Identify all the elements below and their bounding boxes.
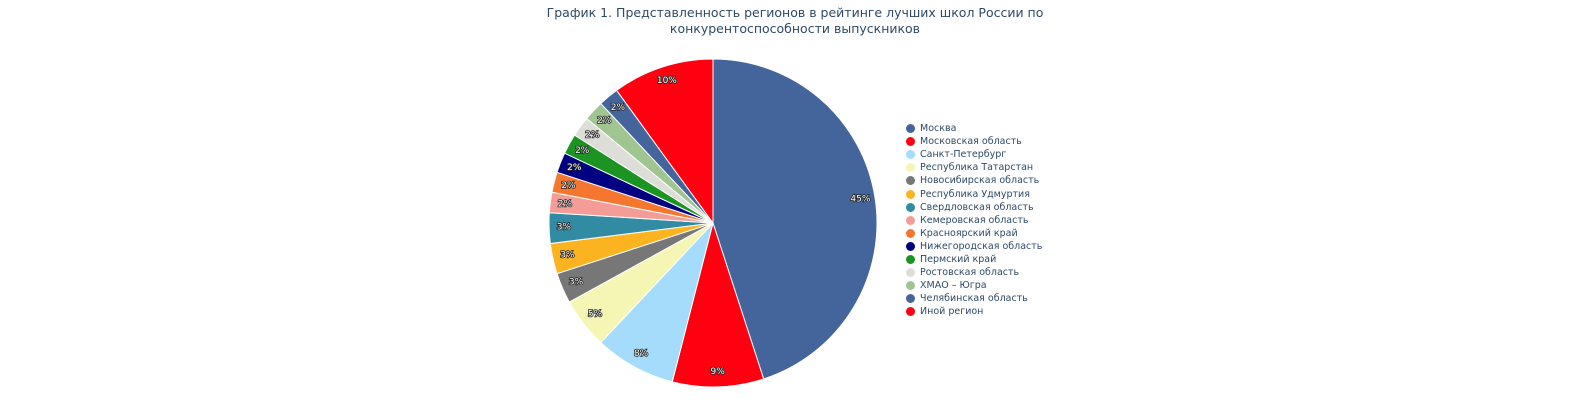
pie-slice [615,58,714,225]
legend-label: Челябинская область [920,293,1028,305]
legend-item[interactable]: Новосибирская область [906,174,1042,187]
legend-label: Свердловская область [920,201,1034,213]
legend-item[interactable]: Нижегородская область [906,240,1042,253]
data-label: 3% [560,251,575,261]
legend-label: Республика Татарстан [920,162,1034,174]
legend-item[interactable]: Московская область [906,135,1042,148]
legend-swatch [906,163,915,173]
pie-slices [548,58,878,388]
legend-swatch [906,189,915,199]
legend-swatch [906,307,915,317]
legend-label: Пермский край [920,253,997,265]
data-label: 2% [597,116,612,126]
legend-swatch [906,215,915,225]
pie-slice [671,221,765,388]
chart-title-line-2: конкурентоспособности выпускников [669,21,921,36]
legend-item[interactable]: Санкт-Петербург [906,148,1042,161]
data-label: 2% [561,181,576,191]
legend-label: Нижегородская область [920,240,1043,252]
legend-item[interactable]: Свердловская область [906,201,1042,214]
data-label: 3% [557,223,572,233]
legend-label: Санкт-Петербург [920,149,1007,161]
legend-swatch [906,281,915,291]
legend-item[interactable]: Кемеровская область [906,214,1042,227]
legend-swatch [906,150,915,160]
data-label: 10% [657,76,677,86]
legend-swatch [906,137,915,147]
data-label: 45% [850,195,870,205]
data-label: 5% [588,309,603,319]
legend-swatch [906,241,915,251]
data-label: 2% [558,199,573,209]
legend-swatch [906,228,915,238]
legend-label: Новосибирская область [920,175,1040,187]
data-label: 9% [711,367,726,377]
legend-item[interactable]: Иной регион [906,305,1042,318]
data-label: 3% [569,277,584,287]
legend-label: Иной регион [920,306,984,318]
legend-label: Ростовская область [920,267,1020,279]
legend-item[interactable]: Челябинская область [906,292,1042,305]
legend-item[interactable]: Красноярский край [906,227,1042,240]
legend-label: Республика Удмуртия [920,188,1030,200]
pie-slice [712,58,878,380]
legend-swatch [906,294,915,304]
legend-label: Красноярский край [920,227,1018,239]
legend-item[interactable]: Москва [906,122,1042,135]
legend-swatch [906,124,915,134]
legend-swatch [906,254,915,264]
legend-item[interactable]: Пермский край [906,253,1042,266]
legend-label: ХМАО – Югра [920,280,987,292]
data-label: 2% [611,103,626,113]
chart-legend: Москва Московская область Санкт-Петербург Р… [906,122,1042,318]
legend-item[interactable]: Республика Татарстан [906,161,1042,174]
data-label: 8% [634,349,649,359]
legend-label: Московская область [920,136,1022,148]
legend-item[interactable]: Республика Удмуртия [906,187,1042,200]
legend-swatch [906,176,915,186]
legend-label: Москва [920,123,957,135]
legend-item[interactable]: Ростовская область [906,266,1042,279]
data-label: 2% [567,163,582,173]
chart-title: График 1. Представленность регионов в ре… [0,5,1590,37]
pie-labels: 45% 9% 8% 5% 3% 3% 3% 2% 2% 2% 2% 2% 2% 2% 10% [556,75,872,378]
chart-title-line-1: График 1. Представленность регионов в ре… [546,5,1044,20]
legend-label: Кемеровская область [920,214,1029,226]
legend-item[interactable]: ХМАО – Югра [906,279,1042,292]
legend-swatch [906,268,915,278]
data-label: 2% [575,146,590,156]
legend-swatch [906,202,915,212]
data-label: 2% [585,130,600,140]
